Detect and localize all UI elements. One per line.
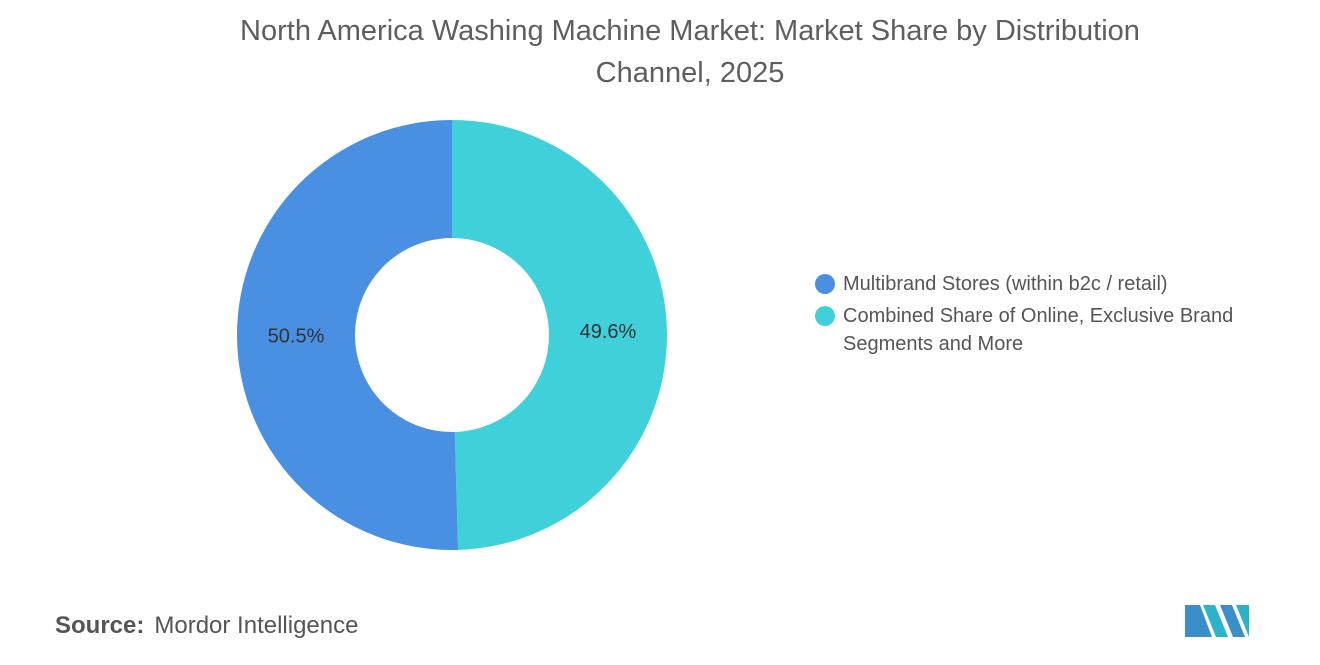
legend: Multibrand Stores (within b2c / retail) C… (815, 270, 1295, 362)
source-label: Source: (55, 612, 145, 639)
chart-title: North America Washing Machine Market: Ma… (240, 15, 1140, 89)
logo (1185, 605, 1249, 637)
legend-label: Combined Share of Online, Exclusive Bran… (843, 305, 1234, 355)
data-label: 49.6% (580, 321, 637, 343)
data-label: 50.5% (268, 325, 325, 347)
legend-item: Combined Share of Online, Exclusive Bran… (815, 302, 1295, 358)
donut-slice (452, 119, 668, 550)
legend-item: Multibrand Stores (within b2c / retail) (815, 270, 1295, 298)
legend-label: Multibrand Stores (within b2c / retail) (843, 273, 1168, 295)
legend-marker (815, 306, 835, 326)
source-name: Mordor Intelligence (154, 612, 359, 639)
source: Source: Mordor Intelligence (55, 612, 358, 640)
legend-marker (815, 274, 835, 294)
donut-slice (237, 120, 459, 550)
